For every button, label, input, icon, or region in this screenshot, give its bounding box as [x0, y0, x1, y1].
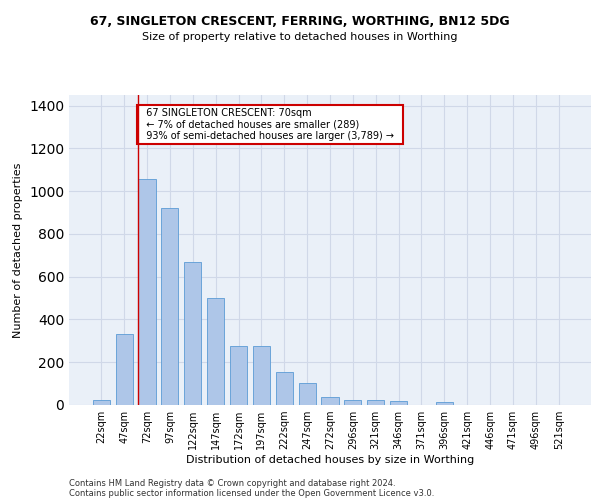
- Bar: [436, 402, 453, 405]
- Bar: [390, 401, 407, 405]
- Bar: [367, 400, 385, 405]
- X-axis label: Distribution of detached houses by size in Worthing: Distribution of detached houses by size …: [186, 455, 474, 465]
- Bar: [344, 400, 361, 405]
- Bar: [184, 262, 202, 405]
- Text: Contains HM Land Registry data © Crown copyright and database right 2024.: Contains HM Land Registry data © Crown c…: [69, 478, 395, 488]
- Bar: [322, 397, 338, 405]
- Bar: [207, 298, 224, 405]
- Bar: [116, 334, 133, 405]
- Bar: [139, 180, 155, 405]
- Bar: [161, 208, 178, 405]
- Bar: [253, 346, 270, 405]
- Y-axis label: Number of detached properties: Number of detached properties: [13, 162, 23, 338]
- Bar: [93, 400, 110, 405]
- Bar: [230, 346, 247, 405]
- Text: 67 SINGLETON CRESCENT: 70sqm  
  ← 7% of detached houses are smaller (289)  
  9: 67 SINGLETON CRESCENT: 70sqm ← 7% of det…: [140, 108, 400, 141]
- Text: 67, SINGLETON CRESCENT, FERRING, WORTHING, BN12 5DG: 67, SINGLETON CRESCENT, FERRING, WORTHIN…: [90, 15, 510, 28]
- Text: Contains public sector information licensed under the Open Government Licence v3: Contains public sector information licen…: [69, 488, 434, 498]
- Text: Size of property relative to detached houses in Worthing: Size of property relative to detached ho…: [142, 32, 458, 42]
- Bar: [299, 383, 316, 405]
- Bar: [275, 372, 293, 405]
